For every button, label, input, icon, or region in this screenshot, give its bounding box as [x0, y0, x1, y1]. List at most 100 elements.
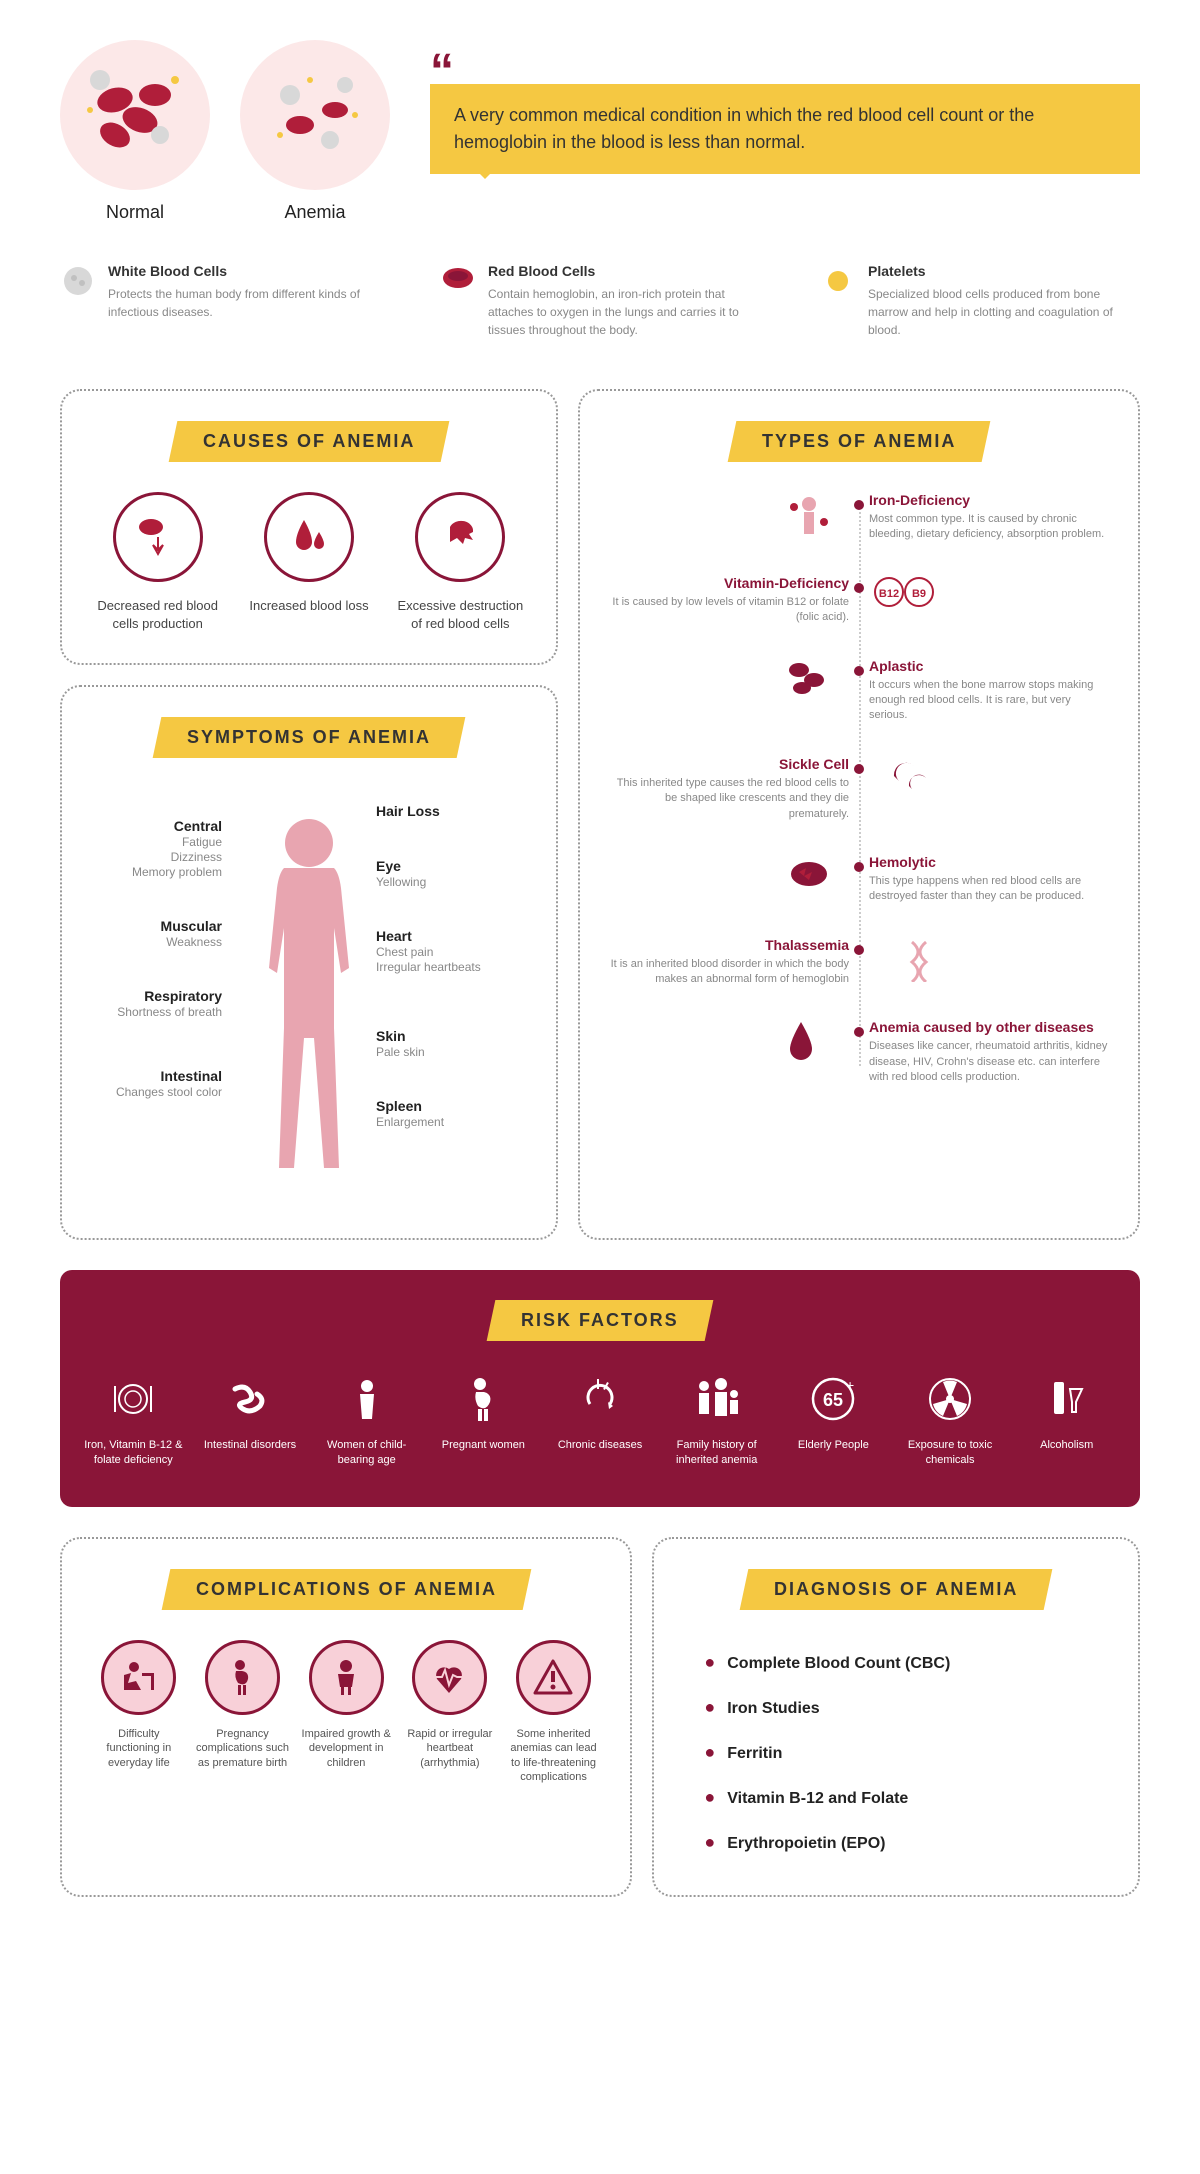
sickle-icon	[874, 756, 934, 801]
risk-grid: Iron, Vitamin B-12 & folate deficiency I…	[80, 1371, 1120, 1467]
risk-women: Women of child-bearing age	[313, 1371, 420, 1467]
legend-title: White Blood Cells	[108, 263, 380, 279]
cause-item: Decreased red blood cells production	[92, 492, 223, 633]
risk-intestinal: Intestinal disorders	[197, 1371, 304, 1467]
pregnant-icon	[430, 1371, 537, 1426]
symptom-heart: HeartChest pain Irregular heartbeats	[376, 928, 526, 974]
diagnosis-item: Erythropoietin (EPO)	[704, 1820, 1108, 1865]
definition-box: “ A very common medical condition in whi…	[430, 60, 1140, 223]
alcohol-icon	[1013, 1371, 1120, 1426]
type-iron: Iron-DeficiencyMost common type. It is c…	[610, 492, 1108, 543]
diagnosis-item: Vitamin B-12 and Folate	[704, 1775, 1108, 1820]
normal-blood-icon	[60, 40, 210, 190]
legend-platelets: Platelets Specialized blood cells produce…	[820, 263, 1140, 339]
types-badge: TYPES OF ANEMIA	[727, 421, 990, 462]
tired-icon	[101, 1640, 176, 1715]
cause-item: Increased blood loss	[243, 492, 374, 633]
risk-alcohol: Alcoholism	[1013, 1371, 1120, 1467]
legend-wbc: White Blood CellsProtects the human body…	[60, 263, 380, 339]
cause-item: Excessive destruction of red blood cells	[395, 492, 526, 633]
symptoms-badge: SYMPTOMS OF ANEMIA	[153, 717, 466, 758]
sample-normal: Normal	[60, 40, 210, 223]
comp-item: Pregnancy complications such as prematur…	[196, 1640, 290, 1784]
symptoms-body: CentralFatigue Dizziness Memory problem …	[92, 788, 526, 1208]
risk-chronic: Chronic diseases	[547, 1371, 654, 1467]
wbc-icon	[60, 263, 96, 339]
risk-toxic: Exposure to toxic chemicals	[897, 1371, 1004, 1467]
cause-bloodloss-icon	[264, 492, 354, 582]
blood-samples: Normal Anemia	[60, 40, 390, 223]
risk-section: RISK FACTORS Iron, Vitamin B-12 & folate…	[60, 1270, 1140, 1507]
chronic-icon	[547, 1371, 654, 1426]
risk-diet: Iron, Vitamin B-12 & folate deficiency	[80, 1371, 187, 1467]
complications-section: COMPLICATIONS OF ANEMIA Difficulty funct…	[60, 1537, 632, 1897]
risk-pregnant: Pregnant women	[430, 1371, 537, 1467]
complications-grid: Difficulty functioning in everyday life …	[92, 1640, 600, 1784]
type-sickle: Sickle CellThis inherited type causes th…	[610, 756, 1108, 822]
type-hemolytic: HemolyticThis type happens when red bloo…	[610, 854, 1108, 905]
blood-drop-icon	[784, 1019, 844, 1069]
warning-icon	[516, 1640, 591, 1715]
diagnosis-item: Complete Blood Count (CBC)	[704, 1640, 1108, 1685]
left-column: CAUSES OF ANEMIA Decreased red blood cel…	[60, 389, 558, 1240]
symptom-skin: SkinPale skin	[376, 1028, 526, 1059]
human-body-icon	[229, 808, 389, 1188]
family-icon	[663, 1371, 770, 1426]
comp-item: Difficulty functioning in everyday life	[92, 1640, 186, 1784]
heartbeat-icon	[412, 1640, 487, 1715]
legend-desc: Specialized blood cells produced from bo…	[868, 285, 1140, 339]
sample-anemia: Anemia	[240, 40, 390, 223]
symptom-muscular: MuscularWeakness	[92, 918, 222, 949]
comp-item: Impaired growth & development in childre…	[299, 1640, 393, 1784]
svg-text:65: 65	[823, 1390, 843, 1410]
vitamin-icon: B12B9	[874, 575, 934, 615]
cause-decreased-icon	[113, 492, 203, 582]
child-icon	[309, 1640, 384, 1715]
symptom-eye: EyeYellowing	[376, 858, 526, 889]
symptom-central: CentralFatigue Dizziness Memory problem	[92, 818, 222, 879]
risk-elderly: 65+Elderly People	[780, 1371, 887, 1467]
svg-text:+: +	[846, 1377, 854, 1393]
quote-icon: “	[430, 60, 1140, 84]
causes-grid: Decreased red blood cells production Inc…	[92, 492, 526, 633]
top-section: Normal Anemia “ A very common medical co…	[60, 40, 1140, 223]
risk-family: Family history of inherited anemia	[663, 1371, 770, 1467]
bottom-row: COMPLICATIONS OF ANEMIA Difficulty funct…	[60, 1537, 1140, 1897]
legend-title: Red Blood Cells	[488, 263, 760, 279]
anemia-blood-icon	[240, 40, 390, 190]
middle-row: CAUSES OF ANEMIA Decreased red blood cel…	[60, 389, 1140, 1240]
legend-title: Platelets	[868, 263, 1140, 279]
comp-item: Some inherited anemias can lead to life-…	[507, 1640, 601, 1784]
type-thalassemia: ThalassemiaIt is an inherited blood diso…	[610, 937, 1108, 988]
cell-legend: White Blood CellsProtects the human body…	[60, 263, 1140, 339]
svg-text:B9: B9	[912, 588, 926, 600]
symptoms-section: SYMPTOMS OF ANEMIA CentralFatigue Dizzin…	[60, 685, 558, 1240]
pregnancy-comp-icon	[205, 1640, 280, 1715]
cause-label: Increased blood loss	[243, 597, 374, 615]
intestine-icon	[197, 1371, 304, 1426]
sample-label: Anemia	[284, 202, 345, 223]
hemolytic-icon	[784, 854, 844, 899]
causes-section: CAUSES OF ANEMIA Decreased red blood cel…	[60, 389, 558, 665]
symptom-respiratory: RespiratoryShortness of breath	[92, 988, 222, 1019]
legend-desc: Contain hemoglobin, an iron-rich protein…	[488, 285, 760, 339]
dna-icon	[874, 937, 934, 987]
complications-badge: COMPLICATIONS OF ANEMIA	[161, 1569, 531, 1610]
symptom-hairloss: Hair Loss	[376, 803, 526, 819]
sample-label: Normal	[106, 202, 164, 223]
diagnosis-badge: DIAGNOSIS OF ANEMIA	[740, 1569, 1053, 1610]
woman-icon	[313, 1371, 420, 1426]
diagnosis-item: Ferritin	[704, 1730, 1108, 1775]
type-other: Anemia caused by other diseasesDiseases …	[610, 1019, 1108, 1085]
platelet-icon	[820, 263, 856, 339]
cause-label: Excessive destruction of red blood cells	[395, 597, 526, 633]
types-list: Iron-DeficiencyMost common type. It is c…	[610, 492, 1108, 1086]
radiation-icon	[897, 1371, 1004, 1426]
diagnosis-list: Complete Blood Count (CBC) Iron Studies …	[684, 1640, 1108, 1865]
cause-label: Decreased red blood cells production	[92, 597, 223, 633]
type-vitamin: B12B9Vitamin-DeficiencyIt is caused by l…	[610, 575, 1108, 626]
comp-item: Rapid or irregular heartbeat (arrhythmia…	[403, 1640, 497, 1784]
diagnosis-item: Iron Studies	[704, 1685, 1108, 1730]
types-section: TYPES OF ANEMIA Iron-DeficiencyMost comm…	[578, 389, 1140, 1240]
elderly-icon: 65+	[780, 1371, 887, 1426]
